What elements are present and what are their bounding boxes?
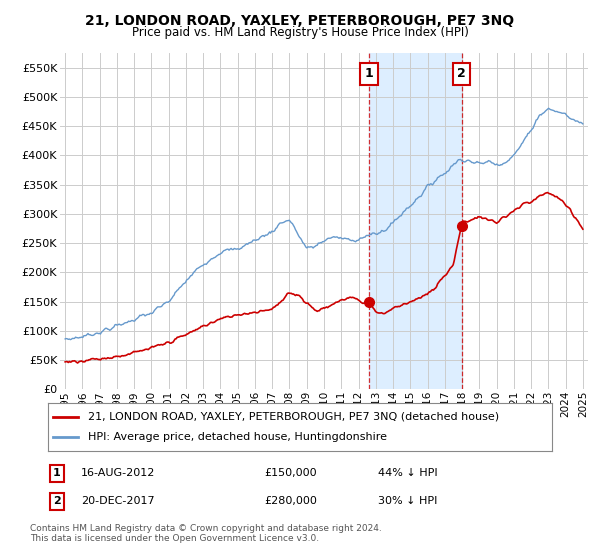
Text: Price paid vs. HM Land Registry's House Price Index (HPI): Price paid vs. HM Land Registry's House …	[131, 26, 469, 39]
Text: 16-AUG-2012: 16-AUG-2012	[81, 468, 155, 478]
Text: 2: 2	[53, 496, 61, 506]
Text: 2: 2	[457, 67, 466, 80]
Text: 44% ↓ HPI: 44% ↓ HPI	[378, 468, 437, 478]
Text: 30% ↓ HPI: 30% ↓ HPI	[378, 496, 437, 506]
Text: 21, LONDON ROAD, YAXLEY, PETERBOROUGH, PE7 3NQ (detached house): 21, LONDON ROAD, YAXLEY, PETERBOROUGH, P…	[88, 412, 499, 422]
Bar	[369, 53, 461, 389]
Text: Contains HM Land Registry data © Crown copyright and database right 2024.
This d: Contains HM Land Registry data © Crown c…	[30, 524, 382, 543]
Text: HPI: Average price, detached house, Huntingdonshire: HPI: Average price, detached house, Hunt…	[88, 432, 388, 442]
Text: £150,000: £150,000	[264, 468, 317, 478]
Text: 1: 1	[53, 468, 61, 478]
Text: 20-DEC-2017: 20-DEC-2017	[81, 496, 155, 506]
Text: 21, LONDON ROAD, YAXLEY, PETERBOROUGH, PE7 3NQ: 21, LONDON ROAD, YAXLEY, PETERBOROUGH, P…	[85, 14, 515, 28]
Text: £280,000: £280,000	[264, 496, 317, 506]
Text: 1: 1	[365, 67, 374, 80]
